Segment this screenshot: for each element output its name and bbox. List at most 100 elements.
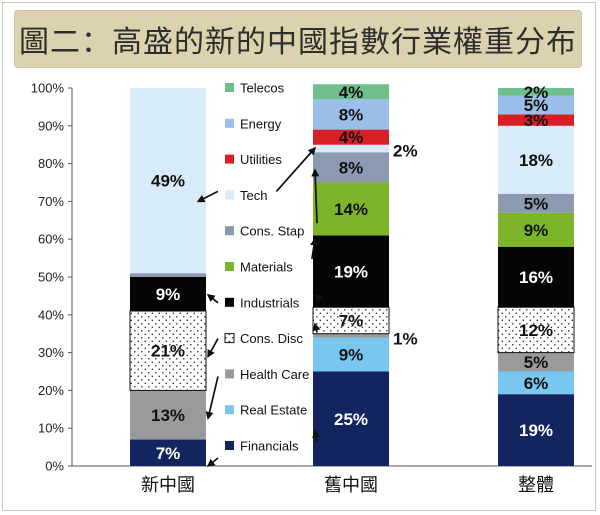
y-tick-label: 50% [38,270,64,285]
legend-swatch [224,333,235,344]
legend-label: Health Care [240,367,309,382]
data-label: 9% [156,285,181,304]
chart-title: 圖二：高盛的新的中國指數行業權重分布 [19,25,577,60]
data-label: 4% [339,128,364,147]
bar-segment [498,125,574,194]
y-tick-label: 20% [38,383,64,398]
data-label: 5% [524,96,549,115]
axes: 0% 10% 20% 30% 40% 50% 60% 70% 80% 90% 100% 新中國 舊中國 整… [31,81,592,496]
legend-arrow [310,237,318,260]
bar-segment [130,439,206,466]
bar-segment [130,88,206,274]
y-tick-label: 100% [31,81,65,96]
title-band [14,10,582,68]
legend-label: Energy [240,116,282,131]
legend-swatch [225,83,234,92]
data-label: 3% [524,111,549,130]
data-label: 5% [524,353,549,372]
bar-segment [498,114,574,126]
legend-arrow [312,429,321,443]
legend-swatch [225,441,234,450]
x-category-label: 整體 [518,475,554,496]
y-tick-label: 0% [45,459,64,474]
bar-segment [313,129,389,145]
data-label: 4% [339,83,364,102]
legend-label: Real Estate [240,403,307,418]
bar-segment [130,277,206,312]
bar-segment [130,390,206,440]
legend-swatch [225,262,234,271]
legend-arrow [275,146,316,192]
legend-label: Tech [240,188,267,203]
bar-segment [313,84,389,100]
data-label: 13% [151,406,185,425]
bar-segment [312,306,390,335]
y-tick-label: 90% [38,118,64,133]
x-category-label: 舊中國 [324,475,378,496]
bar-segment [313,337,389,372]
bar-segment [313,144,389,153]
bars [129,84,575,466]
y-tick-label: 60% [38,232,64,247]
bar-segment [498,212,574,247]
bar-segment [498,394,574,466]
legend-swatch [225,297,234,307]
data-label: 7% [339,311,364,330]
data-label: 16% [519,268,553,287]
bar-segment [498,95,574,115]
legend-swatch [225,154,234,164]
bar-segment [498,88,574,96]
data-label: 19% [334,262,368,281]
bar-segment [129,310,207,391]
bar-segment [313,152,389,183]
legend-label: Financials [240,439,299,454]
legend-arrow [312,322,321,333]
legend-label: Industrials [240,295,300,310]
legend-arrow [313,294,325,302]
data-label: 9% [524,221,549,240]
bar-segment [498,371,574,395]
bar-segment [497,306,575,354]
bar-segment [313,182,389,236]
data-labels: 7% 25% 19% 9% 6% 13% 1% 5% 21% 7% 12% 9% 19% 16% 14% 9%… [151,83,553,463]
data-label: 8% [339,105,364,124]
legend-arrow [206,293,219,304]
legend-swatch [225,405,234,415]
data-label: 1% [393,330,418,349]
y-tick-label: 30% [38,345,64,360]
data-label: 19% [519,421,553,440]
bar-segment [130,273,206,277]
legend-label: Utilities [240,152,282,167]
y-tick-label: 80% [38,156,64,171]
y-tick-label: 40% [38,307,64,322]
x-category-label: 新中國 [141,475,195,496]
bar-segment [313,235,389,308]
bar-segment [498,246,574,308]
data-label: 49% [151,172,185,191]
bar-segment [498,352,574,372]
data-label: 7% [156,444,181,463]
data-label: 14% [334,200,368,219]
legend: Telecos Energy Utilities Tech Cons. Stap Mate… [224,81,309,454]
data-label: 12% [519,321,553,340]
bar-segment [498,193,574,213]
y-tick-label: 70% [38,194,64,209]
legend-arrow [206,457,219,467]
legend-arrow [196,190,219,203]
legend-arrow [205,376,219,420]
legend-label: Telecos [240,81,285,96]
data-label: 18% [519,151,553,170]
legend-label: Cons. Stap [240,224,304,239]
legend-swatch [225,190,234,200]
data-label: 25% [334,410,368,429]
data-label: 21% [151,342,185,361]
legend-label: Materials [240,260,293,275]
chart-frame [2,2,596,511]
legend-swatch [225,226,234,236]
data-label: 8% [339,158,364,177]
data-label: 2% [524,83,549,102]
legend-arrow [311,168,320,224]
bar-segment [313,371,389,466]
legend-swatch [225,369,234,379]
